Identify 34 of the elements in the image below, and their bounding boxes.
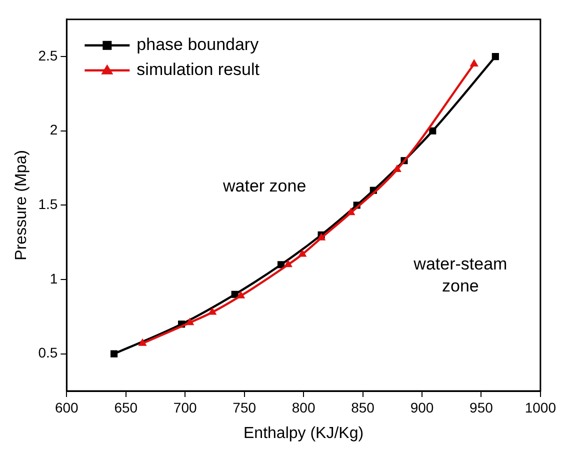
point: [208, 307, 217, 315]
y-tick-label: 1.5: [38, 196, 58, 212]
x-tick-label: 800: [292, 399, 316, 416]
x-tick-label: 950: [470, 399, 494, 416]
point: [429, 127, 436, 134]
y-tick-label: 1: [50, 270, 58, 286]
point: [298, 249, 307, 257]
x-tick-label: 1000: [524, 399, 556, 416]
point: [392, 164, 402, 172]
x-tick-label: 600: [54, 399, 79, 416]
point: [236, 290, 246, 298]
legend-label: simulation result: [136, 60, 260, 80]
x-tick-label: 650: [114, 399, 138, 416]
point: [138, 338, 147, 346]
y-tick-label: 2.5: [38, 47, 58, 64]
y-tick-label: 0.5: [38, 344, 58, 361]
annotation: water-steam zone: [412, 254, 508, 296]
x-tick-label: 700: [173, 399, 197, 416]
legend-label: phase boundary: [136, 35, 260, 54]
y-tick-label: 2: [50, 122, 58, 138]
x-tick-label: 850: [351, 399, 375, 416]
annotation: water zone: [222, 176, 306, 196]
point: [470, 58, 478, 66]
point: [186, 318, 194, 326]
y-axis-title: Pressure (Mpa): [13, 150, 30, 260]
point: [346, 208, 356, 216]
x-axis-title: Enthalpy (KJ/Kg): [244, 424, 364, 442]
point: [231, 290, 238, 298]
point: [284, 260, 292, 268]
x-tick-label: 750: [232, 399, 256, 416]
point: [492, 53, 499, 60]
point: [110, 350, 118, 358]
x-tick-label: 900: [410, 399, 434, 416]
point: [278, 261, 285, 268]
